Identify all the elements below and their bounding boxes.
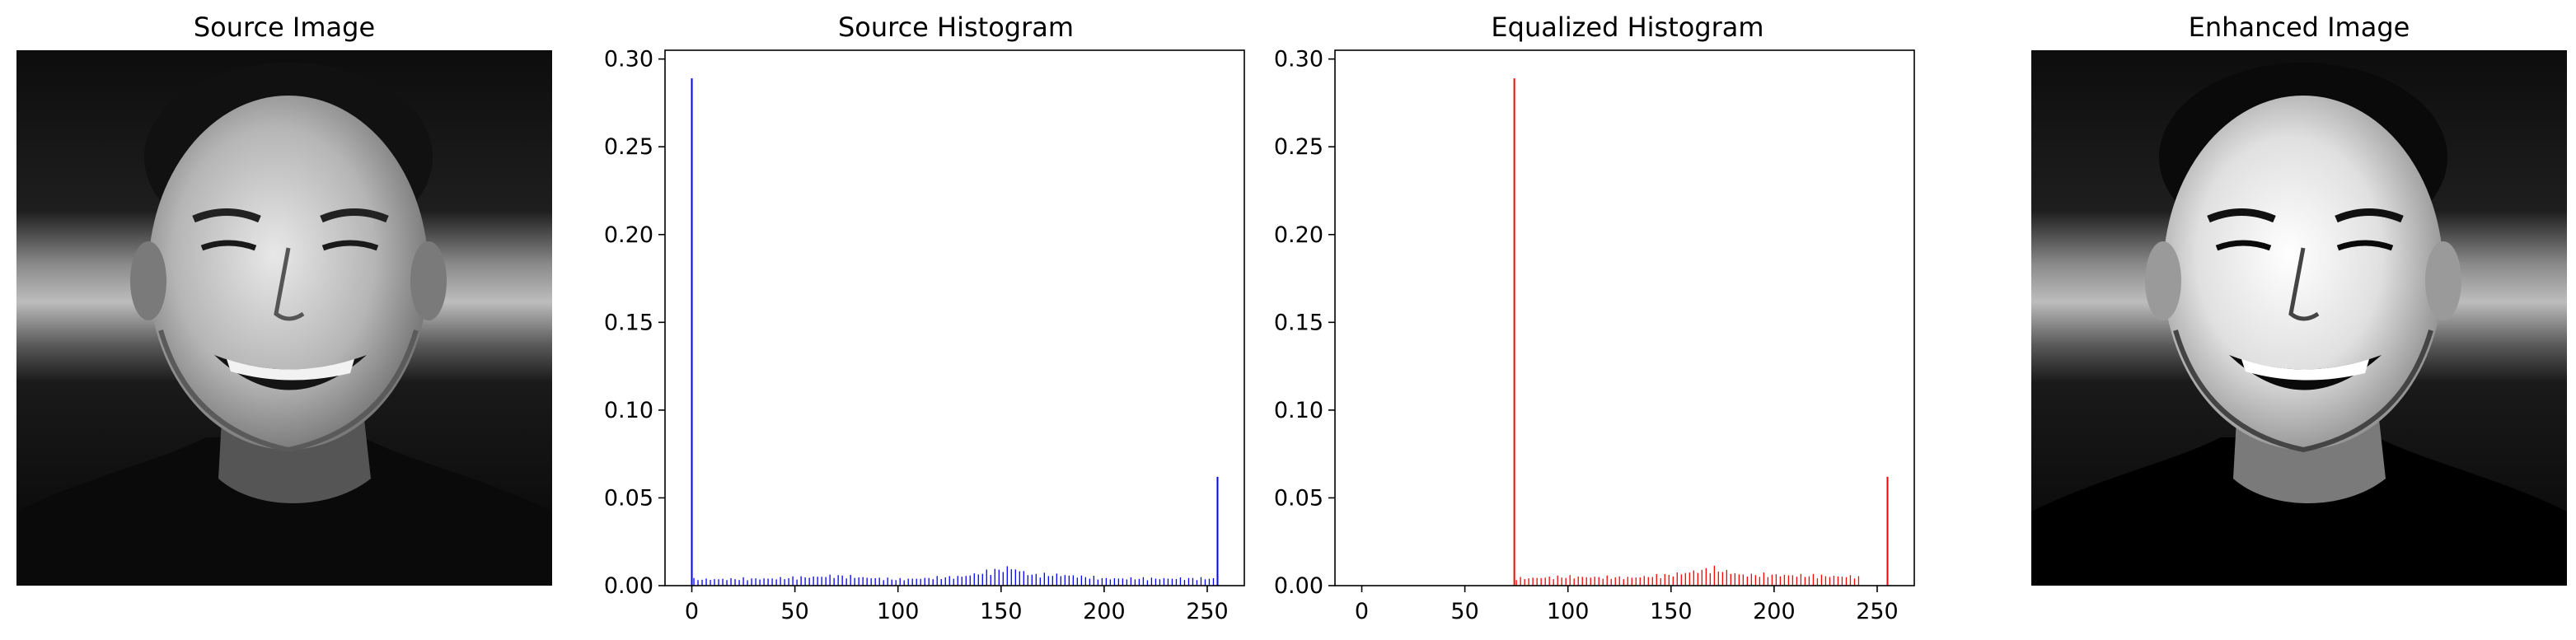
- equalized-histogram-title: Equalized Histogram: [1491, 12, 1763, 43]
- y-tick-label-4: 0.20: [1274, 222, 1323, 248]
- y-tick-label-5: 0.25: [1274, 134, 1323, 160]
- axes-frame: [1334, 49, 1915, 586]
- x-tick-label-150: 150: [1650, 599, 1693, 624]
- x-tick-label-100: 100: [877, 599, 920, 624]
- y-tick-label-4: 0.20: [604, 222, 653, 248]
- x-tick-label-150: 150: [980, 599, 1023, 624]
- source-portrait-image: [16, 50, 552, 586]
- y-tick-label-1: 0.05: [604, 485, 653, 511]
- x-tick-label-200: 200: [1083, 599, 1126, 624]
- x-tick-label-250: 250: [1856, 599, 1899, 624]
- equalized-histogram-chart: 0 50 100 150 200 250 0.00 0.05 0.10 0.15 0.20 0.25 0…: [1274, 47, 1915, 624]
- enhanced-portrait-image: [2031, 50, 2567, 586]
- y-tick-label-2: 0.10: [604, 398, 653, 423]
- source-histogram-title: Source Histogram: [838, 12, 1074, 43]
- y-tick-label-5: 0.25: [604, 134, 653, 160]
- y-tick-label-6: 0.30: [604, 47, 653, 72]
- enhanced-image-panel: Enhanced Image: [2031, 12, 2567, 586]
- equalized-histogram-panel: Equalized Histogram 0 50 100 150 200 2500.000…: [1274, 12, 1915, 624]
- y-tick-label-1: 0.05: [1274, 485, 1323, 511]
- y-tick-label-0: 0.00: [604, 573, 653, 599]
- enhanced-image-title: Enhanced Image: [2189, 12, 2410, 43]
- x-tick-label-200: 200: [1753, 599, 1796, 624]
- y-tick-label-3: 0.15: [604, 310, 653, 335]
- source-image-panel: Source Image: [16, 12, 552, 586]
- source-image-title: Source Image: [194, 12, 375, 43]
- source-histogram-chart: 0 50 100 150 200 250 0.00 0.05 0.10 0.15 0.20 0.25 0…: [604, 47, 1245, 624]
- x-tick-label-0: 0: [1355, 599, 1369, 624]
- x-tick-label-0: 0: [685, 599, 699, 624]
- y-tick-label-3: 0.15: [1274, 310, 1323, 335]
- x-tick-label-250: 250: [1186, 599, 1229, 624]
- y-tick-label-6: 0.30: [1274, 47, 1323, 72]
- x-tick-label-50: 50: [780, 599, 808, 624]
- y-tick-label-0: 0.00: [1274, 573, 1323, 599]
- x-tick-label-100: 100: [1547, 599, 1590, 624]
- x-tick-label-50: 50: [1450, 599, 1478, 624]
- axes-frame: [664, 49, 1245, 586]
- y-tick-label-2: 0.10: [1274, 398, 1323, 423]
- source-histogram-panel: Source Histogram 0 50 100 150 200 250 0.00 0.05…: [604, 12, 1245, 624]
